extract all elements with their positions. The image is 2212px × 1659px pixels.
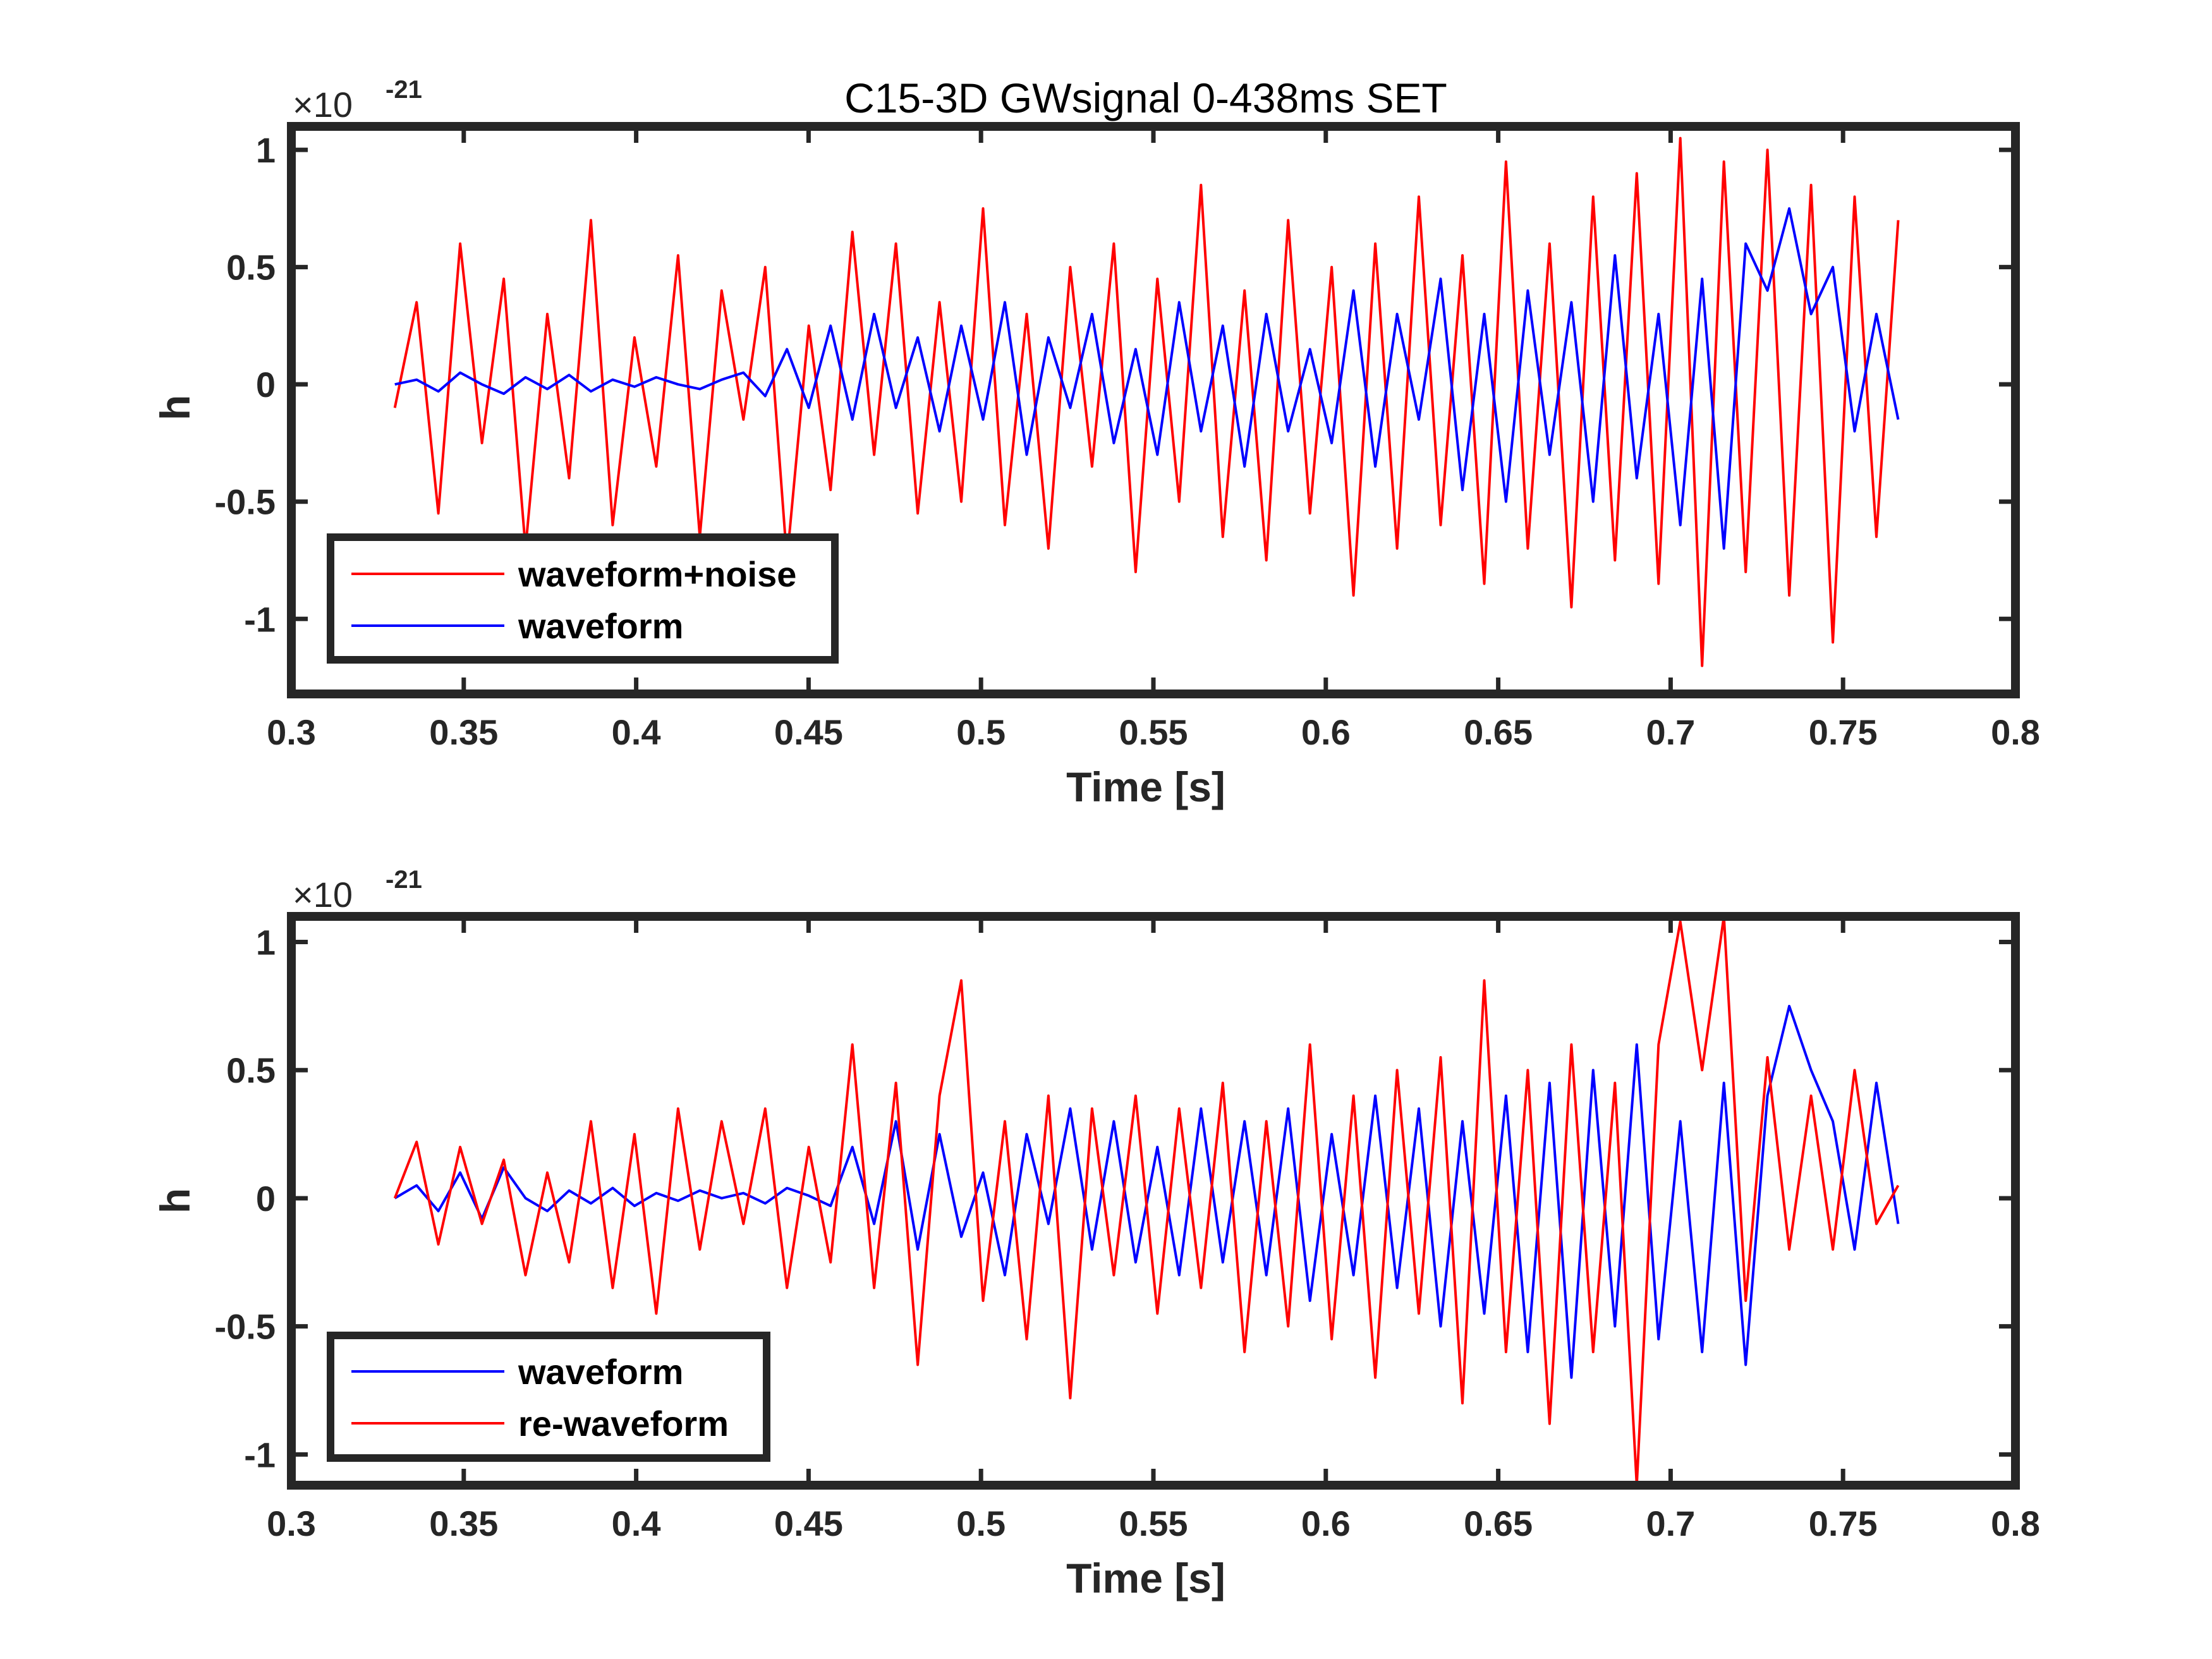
x-tick-label: 0.35: [429, 1504, 498, 1543]
x-tick-label: 0.4: [612, 1504, 661, 1543]
legend-box: [327, 533, 839, 664]
exponent-base: ×10: [293, 85, 353, 125]
x-tick-label: 0.4: [612, 712, 661, 752]
exponent-power: -21: [386, 866, 422, 894]
x-tick-label: 0.5: [956, 712, 1006, 752]
ticks-layer: 0.3 0.35 0.4 0.45 0.5 0.55 0.6 0.65 0.7 0.75 0.8 1 0…: [215, 126, 2040, 752]
x-tick-label: 0.55: [1119, 712, 1188, 752]
x-tick-label: 0.75: [1809, 712, 1878, 752]
x-tick-label: 0.5: [956, 1504, 1006, 1543]
axes-frame: [287, 122, 2020, 698]
legend-label-waveform-noise: waveform+noise: [518, 554, 796, 594]
chart-title: C15-3D GWsignal 0-438ms SET: [844, 75, 1447, 121]
y-tick-label: -1: [244, 1435, 276, 1474]
x-tick-label: 0.55: [1119, 1504, 1188, 1543]
axes-frame: [287, 912, 2020, 1490]
series-line-re-waveform: [393, 915, 1900, 1486]
series-layer: [393, 915, 1900, 1486]
y-tick-label: -0.5: [215, 1307, 276, 1347]
x-tick-label: 0.75: [1809, 1504, 1878, 1543]
y-tick-label: -1: [244, 599, 276, 639]
exponent-base: ×10: [293, 875, 353, 915]
legend: waveform re-waveform: [327, 1332, 770, 1462]
legend: waveform+noise waveform: [327, 533, 839, 664]
x-tick-label: 0.45: [774, 1504, 843, 1543]
series-line-waveform-noise: [393, 137, 1900, 667]
legend-box: [327, 1332, 770, 1462]
top-panel: C15-3D GWsignal 0-438ms SET ×10 -21 h Ti…: [152, 75, 2040, 810]
y-tick-label: -0.5: [215, 482, 276, 522]
y-exponent-label: ×10 -21: [293, 76, 422, 125]
x-tick-label: 0.6: [1301, 712, 1351, 752]
x-tick-label: 0.65: [1464, 1504, 1533, 1543]
y-tick-label: 0: [256, 1179, 276, 1218]
y-tick-label: 1: [256, 923, 276, 963]
x-tick-label: 0.3: [267, 712, 316, 752]
x-tick-label: 0.6: [1301, 1504, 1351, 1543]
x-axis-label: Time [s]: [1066, 763, 1225, 810]
y-axis-label: h: [152, 1188, 198, 1213]
y-tick-label: 1: [256, 130, 276, 170]
series-line-waveform: [394, 207, 1900, 550]
y-tick-label: 0.5: [226, 1050, 276, 1090]
y-axis-label: h: [152, 395, 198, 420]
x-tick-label: 0.35: [429, 712, 498, 752]
x-tick-label: 0.7: [1646, 712, 1695, 752]
x-tick-label: 0.3: [267, 1504, 316, 1543]
y-tick-label: 0.5: [226, 248, 276, 288]
x-axis-label: Time [s]: [1066, 1555, 1225, 1601]
legend-label-waveform: waveform: [518, 606, 683, 646]
legend-label-re-waveform: re-waveform: [518, 1404, 729, 1443]
exponent-power: -21: [386, 76, 422, 104]
x-tick-label: 0.8: [1991, 1504, 2040, 1543]
y-tick-label: 0: [256, 365, 276, 404]
bottom-panel: ×10 -21 h Time [s] 0.3 0.35 0.4 0.45 0.5 0.55…: [152, 866, 2040, 1601]
series-layer: [393, 137, 1900, 667]
legend-label-waveform: waveform: [518, 1352, 683, 1392]
x-tick-label: 0.7: [1646, 1504, 1695, 1543]
y-exponent-label: ×10 -21: [293, 866, 422, 915]
x-tick-label: 0.65: [1464, 712, 1533, 752]
x-tick-label: 0.8: [1991, 712, 2040, 752]
x-tick-label: 0.45: [774, 712, 843, 752]
series-line-waveform: [394, 1004, 1900, 1379]
